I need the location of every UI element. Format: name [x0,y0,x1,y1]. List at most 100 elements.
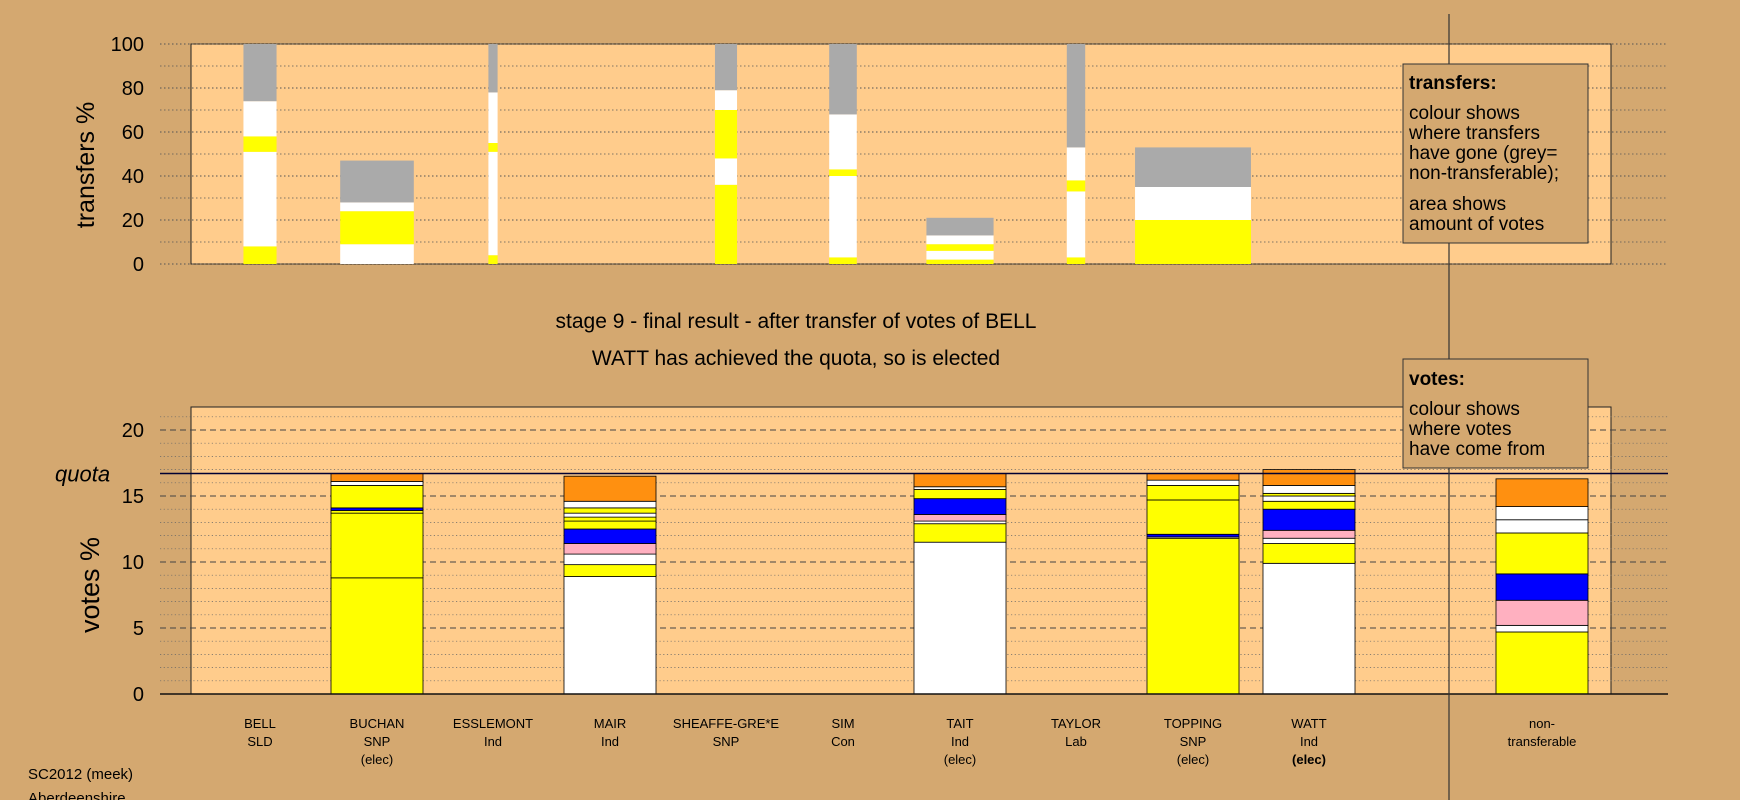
vote-segment [330,512,424,579]
transfer-segment [926,217,994,236]
transfer-bar [340,160,414,264]
vote-segment [1495,624,1589,633]
vote-bar [563,475,657,695]
candidate-label: (elec) [1292,752,1326,767]
votes-plot-area [190,406,1612,695]
vote-segment [1495,519,1589,534]
transfers-y-tick-label: 20 [122,210,144,232]
vote-segment [563,576,657,695]
candidate-label: (elec) [361,752,394,767]
footer-council: Aberdeenshire [28,790,126,800]
transfer-segment [1135,220,1251,264]
transfer-segment [340,160,414,203]
vote-segment [563,516,657,522]
candidate-label: (elec) [1177,752,1210,767]
transfer-segment [1066,147,1086,181]
candidate-label: SLD [247,734,272,749]
votes-y-tick-label: 15 [122,486,144,508]
vote-segment [1262,485,1356,494]
votes-y-tick-label: 5 [133,618,144,640]
stage-subtitle: WATT has achieved the quota, so is elect… [592,347,1000,370]
transfer-segment [243,151,277,247]
transfer-segment [714,90,738,110]
votes-legend: votes: colour shows where votes have com… [1402,358,1589,469]
vote-bar [1495,478,1589,695]
transfers-legend-line: amount of votes [1409,214,1544,235]
votes-legend-line: where votes [1408,419,1511,440]
vote-segment [913,523,1007,543]
vote-segment [913,498,1007,515]
transfers-legend-line: non-transferable); [1409,163,1559,184]
vote-segment [563,543,657,555]
transfer-segment [243,44,277,102]
transfer-segment [714,44,738,91]
votes-y-tick-label: 20 [122,420,144,442]
vote-segment [1146,479,1240,486]
vote-segment [1262,529,1356,539]
vote-segment [330,481,424,486]
transfer-bar [243,44,277,264]
candidate-label: MAIR [594,716,627,731]
vote-segment [913,488,1007,500]
transfer-bar [1135,147,1251,264]
candidate-label: BELL [244,716,276,731]
candidate-label: Ind [601,734,619,749]
transfers-y-tick-label: 40 [122,166,144,188]
vote-segment [1262,543,1356,564]
candidate-label: (elec) [944,752,977,767]
transfer-bar [488,44,498,264]
vote-segment [563,520,657,530]
vote-segment [563,475,657,502]
transfers-y-tick-label: 0 [133,254,144,276]
vote-segment [563,564,657,577]
transfers-bars [243,44,1251,264]
transfer-segment [926,244,994,251]
vote-bar [330,473,424,695]
transfer-segment [714,184,738,264]
transfer-segment [243,101,277,137]
vote-segment [563,553,657,566]
candidate-label: BUCHAN [350,716,405,731]
vote-segment [330,577,424,695]
transfers-legend-line: colour shows [1409,103,1520,124]
vote-segment [1495,506,1589,521]
transfer-segment [714,110,738,159]
vote-bar [913,473,1007,695]
transfers-y-ticks: 0 20 40 60 80 100 [111,34,144,276]
transfer-segment [488,92,498,143]
vote-segment [1262,500,1356,510]
transfer-segment [829,176,857,258]
vote-segment [563,500,657,509]
transfer-segment [1066,44,1086,148]
votes-y-ticks: 0 5 10 15 20 [122,420,144,706]
vote-segment [1262,508,1356,531]
vote-bar [1146,473,1240,695]
vote-segment [330,473,424,482]
transfer-segment [714,158,738,185]
transfer-segment [1066,191,1086,258]
vote-segment [1146,537,1240,695]
vote-segment [1495,573,1589,601]
votes-legend-title: votes: [1409,369,1465,390]
transfers-legend-title: transfers: [1409,73,1497,94]
transfers-legend-line: have gone (grey= [1409,143,1557,164]
candidate-label: transferable [1508,734,1577,749]
vote-segment [913,541,1007,695]
transfer-segment [829,114,857,170]
candidate-label: TAYLOR [1051,716,1101,731]
transfer-segment [829,169,857,176]
votes-panel: 0 5 10 15 20 quota votes % BELL SLD BUCHAN SNP (… [55,406,1668,767]
votes-legend-line: have come from [1409,439,1545,460]
transfer-segment [829,257,857,264]
candidate-label: Lab [1065,734,1087,749]
vote-segment [1495,478,1589,507]
transfer-segment [488,151,498,256]
candidate-label: SHEAFFE-GRE*E [673,716,780,731]
transfer-segment [340,244,414,264]
transfer-segment [488,143,498,152]
candidate-label: SNP [713,734,740,749]
vote-segment [1262,537,1356,544]
candidate-label: Ind [484,734,502,749]
candidate-label: ESSLEMONT [453,716,533,731]
